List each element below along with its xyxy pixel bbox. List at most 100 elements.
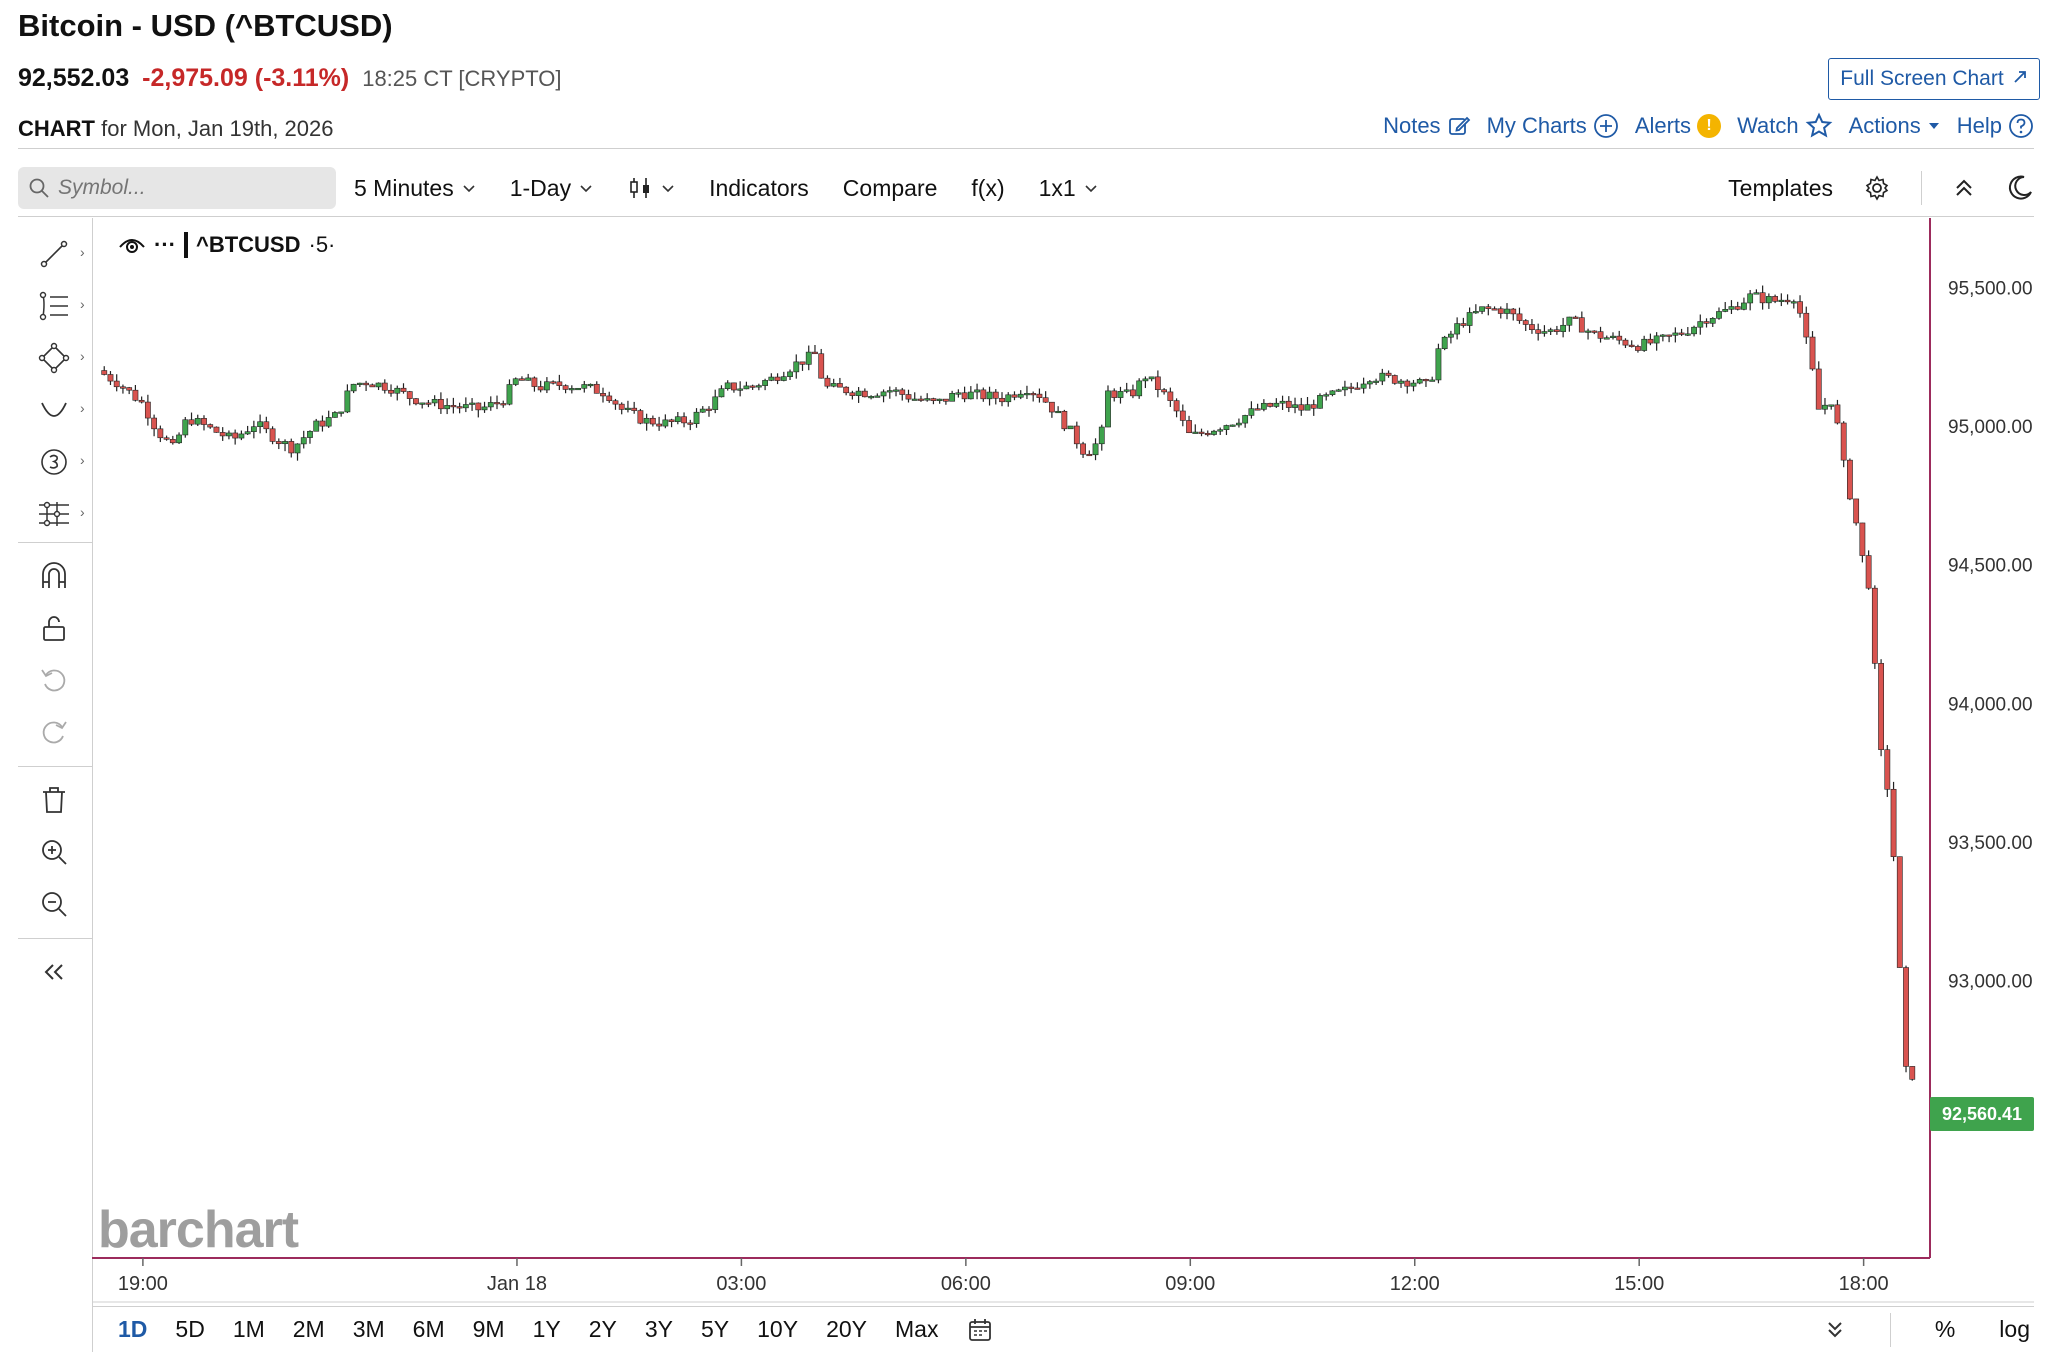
eye-icon[interactable] (118, 235, 146, 255)
range-2y[interactable]: 2Y (588, 1316, 617, 1342)
zoom-out-button[interactable] (36, 886, 72, 922)
zoom-in-button[interactable] (36, 834, 72, 870)
candle-up (1242, 415, 1249, 424)
range-10y[interactable]: 10Y (757, 1316, 799, 1342)
candle-down (1572, 316, 1579, 319)
watch-label: Watch (1737, 113, 1799, 138)
chevron-right-icon[interactable]: › (80, 244, 85, 260)
x-tick-label: 12:00 (1390, 1273, 1440, 1295)
range-5y[interactable]: 5Y (701, 1316, 730, 1342)
range-2m[interactable]: 2M (292, 1316, 325, 1342)
candle-up (967, 391, 974, 400)
numbered-circle-icon (41, 449, 67, 475)
trendline-tool[interactable] (36, 236, 72, 272)
chevron-right-icon[interactable]: › (80, 296, 85, 312)
chevron-right-icon[interactable]: › (80, 504, 85, 520)
alerts-link[interactable]: Alerts ! (1635, 113, 1722, 139)
function-button[interactable]: f(x) (971, 174, 1005, 201)
watch-link[interactable]: Watch (1737, 112, 1833, 140)
toolbar-right: Templates (1728, 171, 2034, 205)
chart-type-dropdown[interactable] (627, 175, 675, 201)
shapes-tool[interactable] (36, 340, 72, 376)
compare-button[interactable]: Compare (842, 174, 938, 201)
candle-up (1236, 422, 1242, 426)
range-9m[interactable]: 9M (472, 1316, 505, 1342)
range-6m[interactable]: 6M (412, 1316, 445, 1342)
gear-icon[interactable] (1863, 174, 1891, 202)
collapse-up-icon[interactable] (1952, 176, 1976, 200)
search-icon (29, 178, 49, 198)
period-dropdown[interactable]: 1-Day (510, 175, 593, 202)
count-tool[interactable] (36, 444, 72, 480)
candle-down (1491, 308, 1498, 311)
calendar-icon[interactable] (966, 1316, 994, 1344)
candle-down (1553, 329, 1560, 332)
candle-down (1080, 443, 1086, 455)
candle-down (232, 432, 239, 439)
candle-up (307, 430, 313, 438)
candle-down (1903, 967, 1909, 1067)
collapse-toolbar-button[interactable] (36, 954, 72, 990)
range-3y[interactable]: 3Y (644, 1316, 673, 1342)
chevron-right-icon[interactable]: › (80, 348, 85, 364)
percent-toggle[interactable]: % (1934, 1316, 1956, 1342)
double-chevron-down-icon[interactable] (1824, 1319, 1846, 1341)
redo-button[interactable] (36, 714, 72, 750)
chevron-right-icon[interactable]: › (80, 452, 85, 468)
help-link[interactable]: Help (1957, 113, 2034, 139)
full-screen-chart-button[interactable]: Full Screen Chart (1828, 58, 2040, 100)
candle-up (194, 418, 201, 425)
my-charts-link[interactable]: My Charts (1487, 113, 1619, 139)
layout-dropdown[interactable]: 1x1 (1039, 175, 1098, 202)
y-tick-label: 93,500.00 (1948, 833, 2033, 854)
candle-down (1391, 375, 1398, 384)
range-3m[interactable]: 3M (352, 1316, 385, 1342)
candle-up (1342, 386, 1348, 391)
candle-down (1204, 432, 1211, 436)
candle-up (1136, 380, 1143, 397)
legend-more[interactable]: ··· (154, 232, 176, 257)
actions-label: Actions (1848, 113, 1921, 138)
candle-up (1697, 321, 1704, 328)
range-1d[interactable]: 1D (118, 1316, 148, 1342)
candle-down (687, 422, 694, 425)
log-toggle[interactable]: log (1999, 1316, 2030, 1342)
symbol-search-input[interactable] (58, 176, 318, 200)
fib-tool[interactable] (36, 288, 72, 324)
candle-up (1541, 331, 1548, 334)
candle-down (1666, 334, 1673, 337)
magnet-tool[interactable] (36, 558, 72, 594)
notes-link[interactable]: Notes (1383, 113, 1470, 139)
templates-button[interactable]: Templates (1728, 174, 1833, 201)
actions-menu[interactable]: Actions (1849, 113, 1941, 139)
arc-tool[interactable] (36, 392, 72, 428)
range-1m[interactable]: 1M (232, 1316, 265, 1342)
candle-down (406, 391, 413, 399)
candle-down (126, 387, 133, 391)
candle-up (257, 421, 263, 427)
candle-up (986, 391, 993, 400)
lock-tool[interactable] (36, 610, 72, 646)
range-5d[interactable]: 5D (175, 1316, 205, 1342)
x-tick-label: 03:00 (716, 1273, 766, 1295)
symbol-search[interactable] (18, 167, 336, 209)
range-20y[interactable]: 20Y (826, 1316, 868, 1342)
candle-down (999, 397, 1005, 403)
undo-button[interactable] (36, 662, 72, 698)
chevron-right-icon[interactable]: › (80, 400, 85, 416)
candle-down (169, 439, 176, 444)
candle-up (444, 405, 451, 410)
price-chart[interactable]: 95,500.00 95,000.00 94,500.00 94,000.00 93,5… (92, 218, 2034, 1306)
range-max[interactable]: Max (895, 1316, 939, 1342)
delete-button[interactable] (36, 782, 72, 818)
pitchfork-tool[interactable] (36, 496, 72, 532)
interval-dropdown[interactable]: 5 Minutes (354, 175, 476, 202)
moon-icon[interactable] (2006, 174, 2034, 202)
x-tick-label: 18:00 (1839, 1273, 1889, 1295)
range-1y[interactable]: 1Y (532, 1316, 561, 1342)
chart-toolbar: 5 Minutes 1-Day Indicators Compare f(x) … (18, 160, 2034, 216)
indicators-button[interactable]: Indicators (709, 174, 809, 201)
candle-down (918, 398, 924, 401)
candle-up (974, 389, 980, 393)
y-tick-label: 94,500.00 (1948, 556, 2033, 577)
